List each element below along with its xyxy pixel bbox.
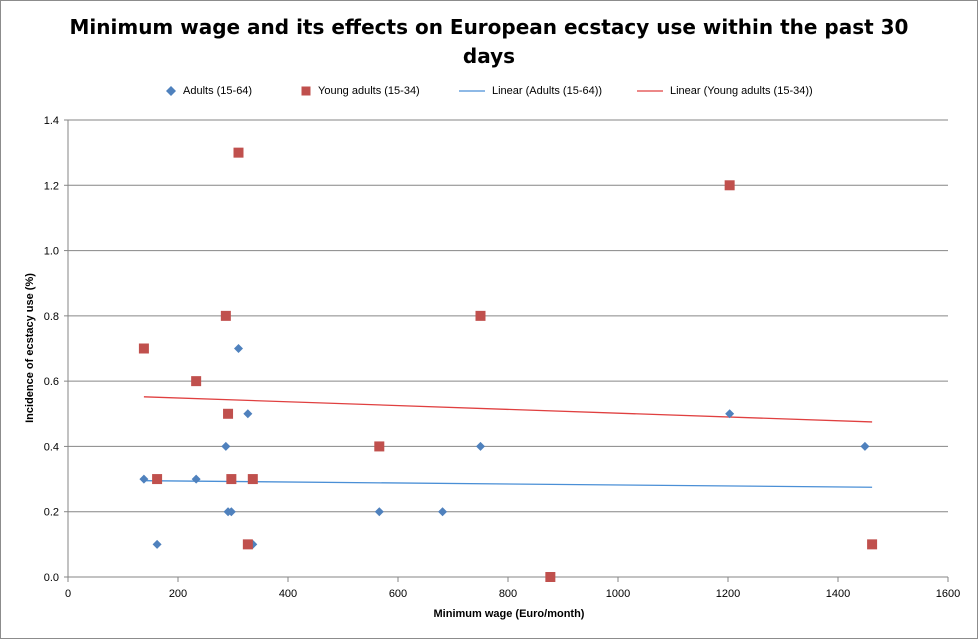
legend-label-linear-young-adults: Linear (Young adults (15-34)) xyxy=(670,85,813,97)
line-marker-icon xyxy=(637,90,663,92)
y-tick-label: 1.0 xyxy=(44,246,59,258)
gridlines xyxy=(68,119,948,513)
data-point-adults xyxy=(374,507,384,517)
data-point-adults xyxy=(243,409,253,419)
x-tick-label: 200 xyxy=(169,588,187,600)
y-tick-label: 1.2 xyxy=(44,180,59,192)
legend-label-linear-adults: Linear (Adults (15-64)) xyxy=(492,85,603,97)
legend: Adults (15-64) Young adults (15-34) Line… xyxy=(1,85,977,103)
x-tick-label: 1200 xyxy=(716,588,740,600)
x-tick-label: 600 xyxy=(389,588,407,600)
data-point-adults xyxy=(139,474,149,484)
data-point-young-adults xyxy=(191,376,202,387)
x-tick-label: 800 xyxy=(499,588,517,600)
data-point-young-adults xyxy=(475,310,486,321)
data-point-young-adults xyxy=(242,539,253,550)
tick-labels: 0.0 0.2 0.4 0.6 0.8 1.0 1.2 1.4 0 200 400 600 800 100… xyxy=(44,115,961,600)
legend-item-linear-young-adults: Linear (Young adults (15-34)) xyxy=(637,85,813,97)
line-marker-icon xyxy=(459,90,485,92)
y-tick-label: 0.8 xyxy=(44,311,59,323)
data-point-adults xyxy=(476,441,485,451)
y-tick-label: 0.0 xyxy=(44,572,59,584)
trendlines xyxy=(143,396,873,488)
legend-item-linear-adults: Linear (Adults (15-64)) xyxy=(459,85,602,97)
data-point-adults xyxy=(438,507,448,517)
data-point-young-adults xyxy=(152,474,163,485)
legend-item-adults: Adults (15-64) xyxy=(166,85,252,97)
data-point-young-adults xyxy=(724,180,735,191)
y-tick-label: 0.6 xyxy=(44,376,59,388)
legend-label-young-adults: Young adults (15-34) xyxy=(318,85,420,97)
data-point-young-adults xyxy=(220,310,231,321)
data-point-young-adults xyxy=(374,441,385,452)
diamond-marker-icon xyxy=(166,86,176,96)
y-axis-title: Incidence of ecstacy use (%) xyxy=(24,273,36,423)
data-point-adults xyxy=(152,539,162,549)
data-points xyxy=(138,147,878,582)
legend-item-young-adults: Young adults (15-34) xyxy=(301,85,420,97)
x-axis-title: Minimum wage (Euro/month) xyxy=(434,608,585,620)
trendline-1 xyxy=(143,396,873,423)
data-point-adults xyxy=(191,474,201,484)
axes xyxy=(64,119,949,582)
trendline-0 xyxy=(143,480,873,488)
y-tick-label: 0.2 xyxy=(44,507,59,519)
chart-title: Minimum wage and its effects on European… xyxy=(69,15,909,68)
data-point-young-adults xyxy=(226,474,237,485)
x-tick-label: 0 xyxy=(65,588,71,600)
data-point-adults xyxy=(226,507,236,517)
square-marker-icon xyxy=(301,86,311,96)
data-point-young-adults xyxy=(138,343,149,354)
y-tick-label: 1.4 xyxy=(44,115,59,127)
data-point-young-adults xyxy=(247,474,258,485)
data-point-adults xyxy=(860,441,870,451)
data-point-adults xyxy=(725,409,735,419)
x-tick-label: 400 xyxy=(279,588,297,600)
data-point-young-adults xyxy=(233,147,244,158)
data-point-adults xyxy=(221,441,231,451)
x-tick-label: 1600 xyxy=(936,588,960,600)
legend-label-adults: Adults (15-64) xyxy=(183,85,253,97)
data-point-young-adults xyxy=(223,408,234,419)
data-point-young-adults xyxy=(867,539,878,550)
data-point-young-adults xyxy=(545,572,556,582)
y-tick-label: 0.4 xyxy=(44,441,59,453)
data-point-adults xyxy=(234,344,243,353)
x-tick-label: 1000 xyxy=(606,588,630,600)
x-tick-label: 1400 xyxy=(826,588,850,600)
